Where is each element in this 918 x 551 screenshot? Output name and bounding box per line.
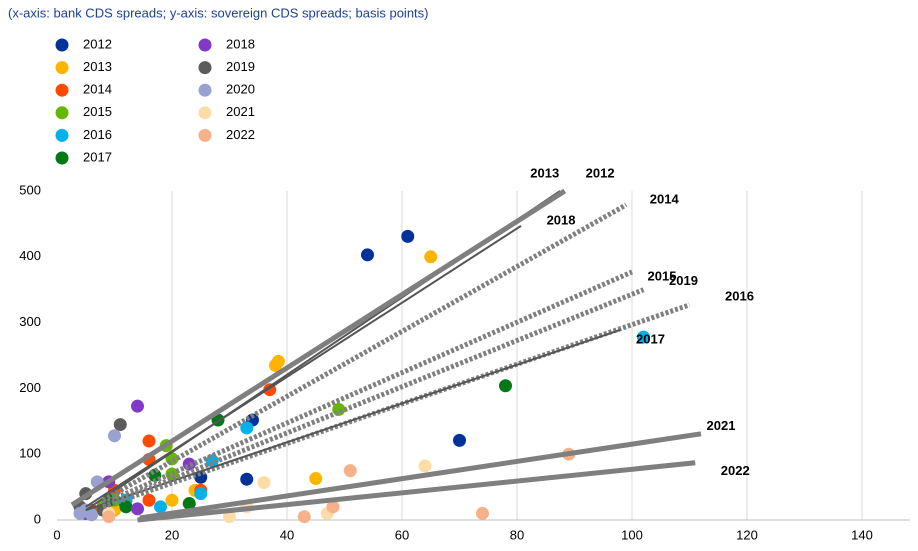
trend-label: 2022 [721, 463, 750, 478]
legend-marker [55, 151, 69, 165]
trend-label: 2015 [648, 268, 677, 283]
y-tick-label: 100 [19, 446, 41, 461]
legend-marker [198, 128, 212, 142]
legend-label: 2018 [226, 36, 255, 51]
point [476, 506, 489, 520]
legend-label: 2020 [226, 82, 255, 97]
point [240, 421, 254, 435]
trend-label: 2019 [669, 273, 698, 288]
point [424, 250, 438, 264]
legend-label: 2017 [83, 149, 112, 164]
legend-label: 2012 [83, 36, 112, 51]
legend-label: 2014 [83, 82, 112, 97]
trend-label: 2018 [547, 212, 576, 227]
x-tick-label: 80 [510, 527, 524, 542]
point [108, 429, 121, 443]
legend-label: 2016 [83, 127, 112, 142]
point [240, 472, 254, 486]
trend-line [101, 202, 628, 503]
trend-line [101, 269, 634, 506]
point [119, 500, 133, 514]
point [223, 510, 236, 524]
point [309, 472, 323, 486]
point [182, 457, 196, 471]
trend-label: 2021 [707, 418, 736, 433]
trend-label: 2013 [530, 165, 559, 180]
point [113, 418, 127, 432]
point [271, 354, 285, 368]
point [131, 399, 144, 413]
point [343, 464, 357, 478]
legend-marker [55, 106, 69, 120]
legend-marker [55, 128, 69, 142]
point [257, 475, 271, 489]
legend-label: 2021 [226, 104, 255, 119]
point [154, 500, 167, 514]
chart-subtitle: (x-axis: bank CDS spreads; y-axis: sover… [8, 5, 429, 20]
legend-marker [198, 38, 212, 52]
legend-marker [198, 61, 212, 75]
x-tick-label: 0 [53, 527, 60, 542]
point [142, 493, 156, 507]
y-tick-label: 200 [19, 380, 41, 395]
legend-marker [55, 61, 69, 75]
point [194, 487, 208, 501]
trend-line [70, 188, 567, 507]
trend-label: 2012 [586, 165, 615, 180]
legend-label: 2015 [83, 104, 112, 119]
point [401, 229, 415, 243]
legend-label: 2013 [83, 59, 112, 74]
trend-label: 2016 [725, 288, 754, 303]
point [102, 510, 116, 524]
point [142, 434, 156, 448]
point [297, 510, 311, 524]
point [637, 330, 650, 344]
legend-marker [198, 106, 212, 120]
x-tick-label: 140 [851, 527, 873, 542]
y-tick-label: 0 [34, 511, 41, 526]
legend-marker [55, 83, 69, 97]
y-tick-label: 400 [19, 248, 41, 263]
point [165, 493, 179, 507]
trend-label: 2014 [650, 191, 680, 206]
legend-label: 2019 [226, 59, 255, 74]
y-tick-label: 500 [19, 182, 41, 197]
point [499, 379, 512, 393]
trend-line [102, 287, 645, 510]
point [453, 433, 466, 447]
point [131, 502, 144, 516]
x-tick-label: 20 [165, 527, 179, 542]
point [418, 459, 432, 473]
point [73, 506, 87, 520]
x-tick-label: 120 [736, 527, 758, 542]
trend-line [137, 460, 696, 523]
point [85, 508, 98, 522]
legend-marker [198, 83, 212, 97]
legend-label: 2022 [226, 127, 255, 142]
trend-label: 2017 [636, 331, 665, 346]
x-tick-label: 60 [395, 527, 409, 542]
trend-line [85, 225, 522, 508]
x-tick-label: 100 [621, 527, 643, 542]
y-tick-label: 300 [19, 314, 41, 329]
point [326, 500, 340, 514]
legend-marker [55, 38, 69, 52]
trend-line [139, 431, 702, 521]
x-tick-label: 40 [280, 527, 294, 542]
point [361, 248, 374, 262]
point [182, 497, 196, 511]
